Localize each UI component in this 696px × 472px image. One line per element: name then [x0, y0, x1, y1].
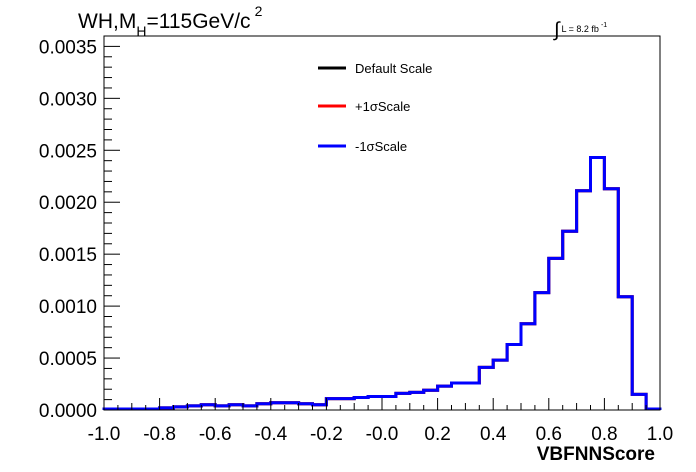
legend-label-minus-sigma-scale: -1σScale — [355, 139, 407, 154]
y-tick-label: 0.0035 — [39, 37, 97, 58]
axes-layer: -1.0 -0.8 -0.6 -0.4 -0.2 -0.0 0.2 0.4 0.6 0.8 1.0 0… — [39, 35, 673, 445]
x-tick-label: 0.4 — [480, 424, 507, 445]
y-tick-label: 0.0025 — [39, 141, 97, 162]
histogram-series-line-2 — [102, 156, 662, 411]
chart-title: WH,MH=115GeV/c 2 — [78, 3, 263, 39]
x-tick-label: -0.2 — [310, 424, 343, 445]
legend-label-default-scale: Default Scale — [355, 61, 432, 76]
y-tick-label: 0.0015 — [39, 245, 97, 266]
luminosity-label: ∫ L = 8.2 fb -1 — [553, 19, 607, 41]
series-layer — [102, 156, 662, 411]
legend: Default Scale +1σScale -1σScale — [318, 61, 432, 154]
x-tick-label: -0.0 — [366, 424, 399, 445]
x-tick-label: 0.2 — [424, 424, 450, 445]
y-tick-label: 0.0010 — [39, 297, 97, 318]
x-axis-label: VBFNNScore — [537, 444, 655, 465]
x-tick-label: -0.8 — [143, 424, 176, 445]
x-tick-label: -0.4 — [254, 424, 287, 445]
y-tick-label: 0.0005 — [39, 349, 97, 370]
y-tick-label: 0.0000 — [39, 401, 97, 422]
x-tick-label: -0.6 — [199, 424, 232, 445]
y-tick-label: 0.0020 — [39, 193, 97, 214]
x-tick-label: -1.0 — [88, 424, 121, 445]
legend-label-plus-sigma-scale: +1σScale — [355, 99, 410, 114]
x-tick-label: 1.0 — [647, 424, 673, 445]
y-tick-label: 0.0030 — [39, 89, 97, 110]
x-tick-label: 0.8 — [591, 424, 617, 445]
x-tick-label: 0.6 — [536, 424, 562, 445]
